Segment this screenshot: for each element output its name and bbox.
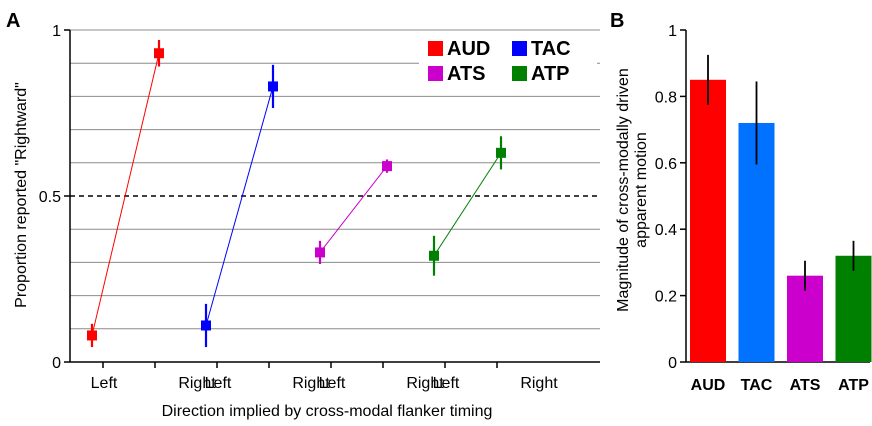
panel-b-bars: AUD TAC ATS ATP (690, 54, 872, 394)
panel-a-gridlines (70, 29, 600, 330)
legend-label: ATS (447, 63, 486, 85)
y-tick-label: 0.8 (655, 89, 677, 106)
x-tick-label: Right (406, 375, 444, 392)
x-tick-label: Left (319, 375, 346, 392)
panel-a-label: A (6, 10, 20, 32)
panel-a-x-axis-label: Direction implied by cross-modal flanker… (162, 403, 493, 420)
series-line (205, 86, 274, 326)
legend-swatch (512, 41, 527, 56)
legend-label: TAC (531, 38, 571, 60)
y-tick-label: 0 (668, 355, 677, 372)
series-atp (429, 136, 506, 276)
data-point (429, 250, 439, 261)
x-tick-label: Left (205, 375, 232, 392)
panel-a-y-axis-label: Proportion reported "Rightward" (13, 82, 30, 308)
legend-swatch (428, 41, 443, 56)
legend-swatch (428, 66, 443, 81)
y-tick-label: 0.2 (655, 289, 677, 306)
panel-b-label: B (610, 10, 624, 32)
series-line (433, 152, 502, 257)
series-aud (87, 39, 164, 348)
legend-background (419, 38, 597, 88)
data-point (315, 247, 325, 258)
x-tick-label: ATS (790, 377, 821, 394)
panel-a-series (87, 39, 506, 348)
data-point (496, 147, 506, 158)
y-tick-label: 0.6 (655, 156, 677, 173)
series-ats (315, 159, 392, 265)
series-line (91, 53, 160, 336)
y-tick-label: 0.5 (39, 189, 61, 206)
x-tick-label: Right (292, 375, 330, 392)
x-tick-label: AUD (691, 377, 726, 394)
panel-a-legend: AUD TAC ATS ATP (419, 38, 597, 88)
bar-aud (690, 79, 726, 363)
x-tick-label: Left (433, 375, 460, 392)
x-tick-label: Right (520, 375, 558, 392)
panel-b-axes: 0 0.2 0.4 0.6 0.8 1 (655, 23, 870, 372)
data-point (87, 330, 97, 341)
data-point (154, 48, 164, 59)
y-tick-label: 1 (668, 23, 677, 40)
legend-swatch (512, 66, 527, 81)
data-point (201, 320, 211, 331)
data-point (268, 81, 278, 92)
y-tick-label: 0.4 (655, 222, 677, 239)
x-tick-label: TAC (741, 377, 773, 394)
y-tick-label: 1 (52, 23, 61, 40)
data-point (382, 161, 392, 172)
x-tick-label: Right (178, 375, 216, 392)
series-line (319, 165, 388, 253)
series-tac (201, 64, 278, 348)
panel-b-y-axis-label-line-1: Magnitude of cross-modally driven (615, 68, 632, 312)
legend-label: AUD (447, 38, 490, 60)
y-tick-label: 0 (52, 355, 61, 372)
panel-b-y-axis-label-line-2: apparent motion (633, 132, 650, 248)
panel-b: B 0 0.2 0.4 0.6 0.8 1 AUD TAC ATS ATP Magnitude … (610, 10, 872, 394)
bar-atp (835, 255, 872, 362)
x-tick-label: Left (91, 375, 118, 392)
legend-label: ATP (531, 63, 570, 85)
x-tick-label: ATP (838, 377, 869, 394)
